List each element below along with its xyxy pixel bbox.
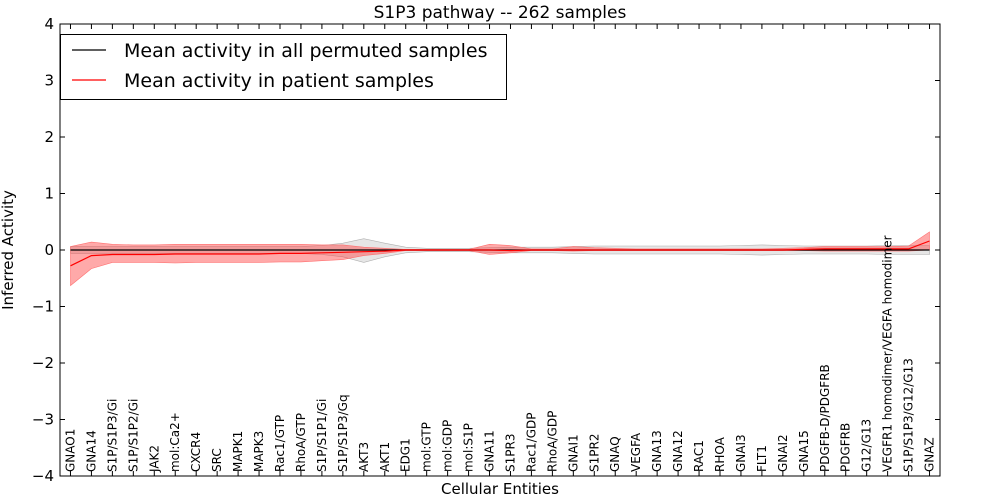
x-category-label: SRC — [210, 448, 224, 472]
y-tick-label: −1 — [32, 298, 54, 316]
x-category-label: mol:S1P — [462, 423, 476, 472]
x-category-label: GNAZ — [923, 437, 937, 472]
x-category-label: AKT1 — [378, 442, 392, 472]
x-category-label: GNAI2 — [776, 434, 790, 472]
x-category-label: mol:GTP — [420, 422, 434, 472]
y-tick-label: 3 — [44, 72, 54, 90]
x-category-label: Rac1/GDP — [524, 413, 538, 472]
legend: Mean activity in all permuted samples Me… — [60, 34, 507, 100]
x-category-label: GNAO1 — [63, 429, 77, 472]
x-category-label: S1PR2 — [587, 434, 601, 472]
y-tick-label: −4 — [32, 467, 54, 485]
x-category-label: S1P/S1P2/Gi — [126, 399, 140, 472]
x-category-label: G12/G13 — [860, 419, 874, 472]
x-category-label: S1PR3 — [503, 434, 517, 472]
x-category-label: GNAI1 — [566, 434, 580, 472]
y-tick-label: 4 — [44, 15, 54, 33]
x-category-label: GNA14 — [84, 430, 98, 472]
x-category-label: S1P/S1P1/Gi — [315, 399, 329, 472]
x-category-label: MAPK1 — [231, 431, 245, 472]
y-axis-label: Inferred Activity — [0, 190, 17, 310]
x-category-label: GNA11 — [483, 430, 497, 472]
x-category-label: PDGFB-D/PDGFRB — [818, 364, 832, 472]
legend-label-patient: Mean activity in patient samples — [124, 70, 434, 92]
x-category-label: CXCR4 — [189, 432, 203, 472]
x-category-label: RhoA/GDP — [545, 411, 559, 472]
x-category-label: RhoA/GTP — [294, 413, 308, 472]
x-category-label: GNAI3 — [734, 434, 748, 472]
legend-label-permuted: Mean activity in all permuted samples — [124, 40, 487, 62]
y-axis-ticks: −4 −3 −2 −1 0 1 2 3 4 — [32, 15, 940, 485]
x-category-label: GNA12 — [671, 430, 685, 472]
x-category-label: S1P/S1P3/G12/G13 — [902, 358, 916, 472]
y-tick-label: 2 — [44, 128, 54, 146]
x-category-label: RAC1 — [692, 440, 706, 472]
y-tick-label: 0 — [44, 241, 54, 259]
x-category-label: MAPK3 — [252, 431, 266, 472]
x-category-label: PDGFRB — [839, 423, 853, 472]
x-category-label: FLT1 — [755, 445, 769, 472]
x-category-label: JAK2 — [147, 445, 161, 473]
x-category-label: mol:Ca2+ — [168, 412, 182, 472]
y-tick-label: −3 — [32, 411, 54, 429]
x-category-label: EDG1 — [399, 438, 413, 472]
x-category-label: Rac1/GTP — [273, 415, 287, 472]
x-category-label: RHOA — [713, 436, 727, 472]
x-category-label: S1P/S1P3/Gi — [105, 399, 119, 472]
x-category-label: mol:GDP — [441, 420, 455, 472]
x-category-labels: GNAO1 GNA14 S1P/S1P3/Gi S1P/S1P2/Gi JAK2 mol:… — [63, 24, 937, 476]
series-lines — [70, 240, 930, 267]
legend-box — [60, 34, 507, 100]
y-tick-label: −2 — [32, 354, 54, 372]
x-axis-label: Cellular Entities — [441, 480, 559, 498]
x-category-label: VEGFR1 homodimer/VEGFA homodimer — [881, 235, 895, 472]
x-category-label: S1P/S1P3/Gq — [336, 394, 350, 472]
chart-title: S1P3 pathway -- 262 samples — [374, 3, 627, 23]
x-category-label: GNA15 — [797, 430, 811, 472]
line-patient — [70, 240, 930, 267]
x-category-label: GNA13 — [650, 430, 664, 472]
x-category-label: VEGFA — [629, 432, 643, 472]
x-category-label: GNAQ — [608, 436, 622, 472]
y-tick-label: 1 — [44, 185, 54, 203]
x-category-label: AKT3 — [357, 442, 371, 472]
